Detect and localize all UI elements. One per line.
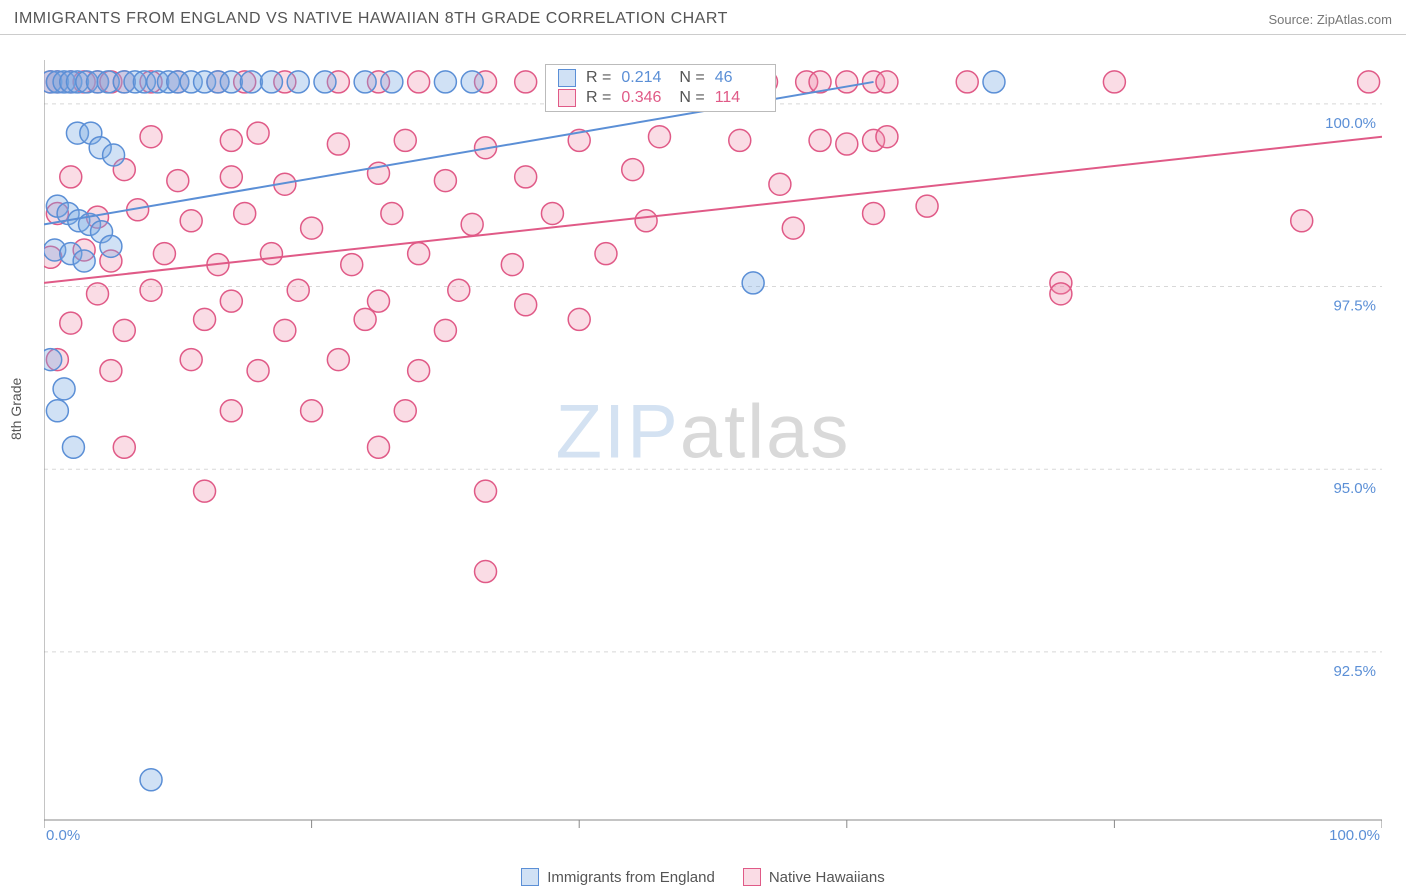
chart-source: Source: ZipAtlas.com [1268, 12, 1392, 27]
y-axis-label: 8th Grade [8, 378, 24, 440]
legend-swatch-pink [743, 868, 761, 886]
chart-header: IMMIGRANTS FROM ENGLAND VS NATIVE HAWAII… [0, 0, 1406, 35]
svg-text:100.0%: 100.0% [1325, 115, 1376, 132]
blue-swatch-icon [558, 69, 576, 87]
svg-text:100.0%: 100.0% [1329, 827, 1380, 840]
pink-swatch-icon [558, 89, 576, 107]
stats-row: R =0.214N =46 [546, 68, 775, 88]
svg-text:92.5%: 92.5% [1333, 663, 1376, 680]
svg-text:95.0%: 95.0% [1333, 480, 1376, 497]
chart-area: 8th Grade 92.5% 95.0% 97.5% 100.0% 0.0% 100.0… [0, 40, 1406, 892]
source-value: ZipAtlas.com [1317, 12, 1392, 27]
source-label: Source: [1268, 12, 1316, 27]
chart-title: IMMIGRANTS FROM ENGLAND VS NATIVE HAWAII… [14, 10, 728, 28]
legend-label-hawaiian: Native Hawaiians [769, 869, 885, 886]
correlation-stats-box: R =0.214N =46R =0.346N =114 [545, 64, 776, 112]
svg-text:0.0%: 0.0% [46, 827, 80, 840]
legend-swatch-blue [521, 868, 539, 886]
svg-text:97.5%: 97.5% [1333, 298, 1376, 315]
legend: Immigrants from England Native Hawaiians [0, 868, 1406, 886]
legend-item-england: Immigrants from England [521, 868, 715, 886]
legend-label-england: Immigrants from England [547, 869, 715, 886]
scatter-plot: 92.5% 95.0% 97.5% 100.0% 0.0% 100.0% [44, 60, 1382, 840]
legend-item-hawaiian: Native Hawaiians [743, 868, 885, 886]
stats-row: R =0.346N =114 [546, 88, 775, 108]
